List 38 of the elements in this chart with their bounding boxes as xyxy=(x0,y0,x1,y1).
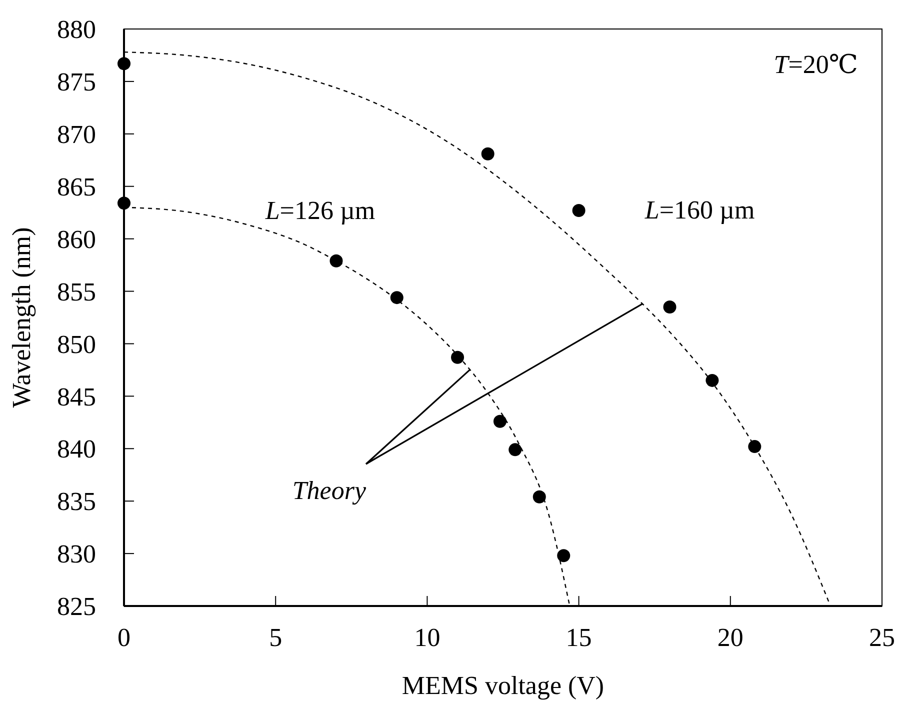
x-tick-label: 0 xyxy=(118,623,130,652)
y-tick-label: 865 xyxy=(57,172,96,202)
annotation: T=20℃ xyxy=(774,50,858,79)
x-tick-label: 25 xyxy=(869,623,895,652)
y-tick-label: 875 xyxy=(57,68,96,97)
point xyxy=(557,549,570,562)
point xyxy=(706,374,719,387)
point xyxy=(330,254,343,268)
point xyxy=(572,204,586,217)
point xyxy=(481,147,494,160)
y-axis-title: Wavelength (nm) xyxy=(7,227,36,408)
annotation: Theory xyxy=(292,476,366,505)
series-label: L=126 µm xyxy=(264,196,376,225)
y-tick-label: 855 xyxy=(57,277,96,306)
y-tick-label: 880 xyxy=(57,15,96,44)
y-tick-label: 870 xyxy=(57,120,96,150)
y-tick-label: 845 xyxy=(57,382,96,412)
y-tick-label: 850 xyxy=(57,330,96,359)
point xyxy=(663,300,676,314)
point xyxy=(451,350,464,364)
y-tick-label: 825 xyxy=(57,592,96,622)
x-tick-label: 15 xyxy=(566,623,592,652)
y-tick-label: 860 xyxy=(57,224,96,254)
point xyxy=(748,440,762,454)
y-tick-label: 835 xyxy=(57,487,96,516)
point xyxy=(118,57,130,70)
x-tick-label: 5 xyxy=(269,623,282,652)
point xyxy=(390,291,404,304)
y-tick-label: 840 xyxy=(57,434,96,464)
x-tick-label: 10 xyxy=(414,623,440,652)
y-tick-label: 830 xyxy=(57,540,96,569)
point xyxy=(493,414,506,428)
text: L=160 µm xyxy=(644,195,755,224)
point xyxy=(532,490,546,504)
point xyxy=(508,443,522,456)
x-tick-label: 20 xyxy=(717,623,744,652)
point xyxy=(118,196,130,210)
x-axis-title: MEMS voltage (V) xyxy=(402,671,604,700)
